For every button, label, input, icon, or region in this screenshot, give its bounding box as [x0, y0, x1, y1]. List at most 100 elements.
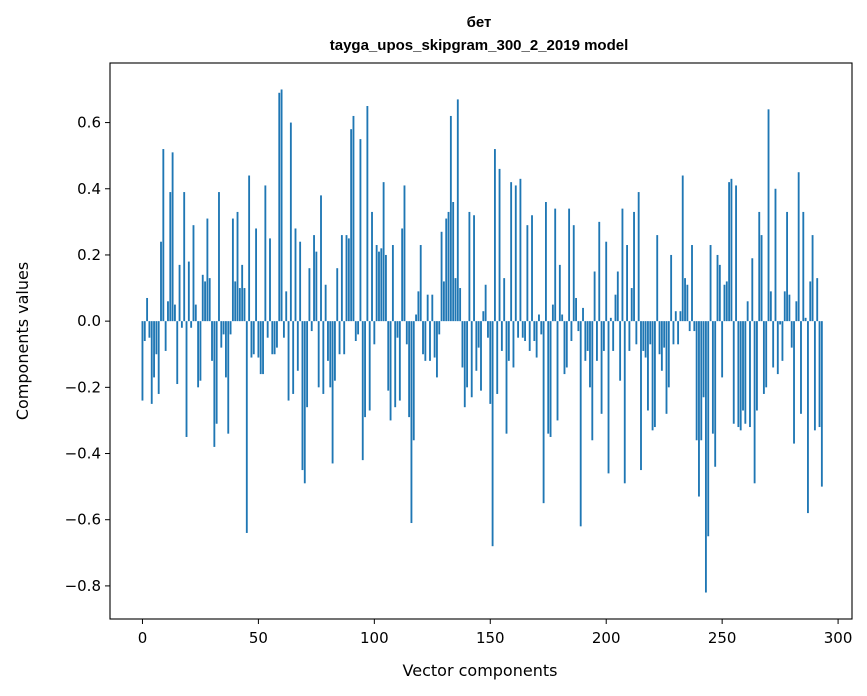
bar — [243, 288, 246, 322]
bar — [306, 321, 309, 408]
bar — [194, 304, 197, 322]
bar — [231, 218, 234, 322]
bar — [702, 321, 705, 398]
bar — [445, 218, 448, 322]
bar — [236, 211, 239, 322]
bar — [760, 235, 763, 322]
bar — [405, 321, 408, 345]
bar — [735, 185, 737, 322]
bar — [484, 284, 487, 322]
bar — [621, 208, 624, 322]
bar — [408, 321, 411, 418]
bar — [299, 241, 302, 322]
bar — [310, 321, 313, 332]
bar — [491, 321, 494, 547]
bar — [589, 321, 591, 388]
bar — [199, 321, 202, 381]
bar — [385, 254, 387, 322]
bar — [324, 284, 327, 322]
bar — [691, 245, 693, 322]
bar — [468, 211, 471, 322]
bar — [660, 321, 663, 371]
x-tick-label: 0 — [138, 629, 148, 647]
bar — [811, 235, 814, 322]
bar — [769, 291, 772, 322]
bar — [677, 321, 680, 345]
chart-subtitle: tayga_upos_skipgram_300_2_2019 model — [330, 37, 629, 54]
bar — [354, 321, 357, 341]
bar — [575, 297, 577, 322]
bar — [276, 321, 278, 348]
bar — [723, 284, 726, 322]
bar — [813, 321, 816, 431]
bar — [746, 301, 749, 322]
bar — [714, 321, 717, 467]
bar — [767, 109, 770, 322]
x-tick-label: 300 — [824, 629, 853, 647]
y-tick-label: 0.2 — [77, 246, 101, 264]
bar — [433, 321, 436, 358]
bar — [167, 301, 169, 322]
bar — [269, 238, 271, 322]
bar — [294, 228, 297, 322]
bar — [744, 321, 747, 424]
bar — [463, 321, 466, 408]
bar — [758, 211, 761, 322]
bar — [222, 321, 225, 335]
bar — [366, 106, 369, 322]
bar — [526, 225, 529, 322]
bar — [245, 321, 248, 533]
bar — [480, 321, 482, 391]
bar — [352, 115, 355, 322]
bar — [635, 321, 638, 345]
bar — [157, 321, 160, 394]
bar — [538, 314, 540, 322]
bar — [605, 241, 608, 322]
bar — [440, 231, 443, 322]
bar — [633, 211, 635, 322]
bar — [262, 321, 264, 375]
bar — [586, 321, 589, 351]
bar — [577, 321, 580, 332]
bar — [788, 294, 791, 322]
bar — [375, 245, 378, 322]
bar — [155, 321, 158, 355]
x-axis-ticks: 0 50 100 150 200 250 300 — [138, 619, 853, 647]
bar — [333, 321, 336, 381]
bar — [327, 321, 329, 361]
bar — [598, 221, 601, 322]
bar — [315, 251, 318, 322]
bar — [797, 172, 800, 322]
bar — [454, 278, 457, 322]
bar — [148, 321, 151, 338]
bar — [211, 321, 213, 361]
bar — [146, 297, 149, 322]
bar — [493, 149, 496, 322]
bar — [470, 321, 473, 398]
bar — [549, 321, 552, 437]
bar — [556, 321, 559, 421]
bar — [449, 115, 452, 322]
bar — [498, 168, 501, 322]
bar — [401, 228, 404, 322]
bar — [561, 314, 564, 322]
bar — [800, 321, 802, 414]
bar — [171, 152, 174, 322]
bar — [781, 321, 784, 361]
bar — [737, 321, 740, 428]
bar — [320, 195, 322, 322]
bar — [164, 321, 167, 351]
y-tick-label: 0.4 — [77, 180, 101, 198]
bar — [282, 321, 285, 338]
bar — [716, 254, 719, 322]
bar — [162, 149, 165, 322]
bar — [382, 182, 385, 322]
bar — [542, 321, 545, 504]
bar — [213, 321, 216, 447]
bar — [772, 321, 775, 368]
bar — [220, 321, 223, 348]
bar — [313, 235, 315, 322]
bar — [779, 321, 782, 325]
bar — [623, 321, 626, 484]
bar — [215, 321, 218, 424]
